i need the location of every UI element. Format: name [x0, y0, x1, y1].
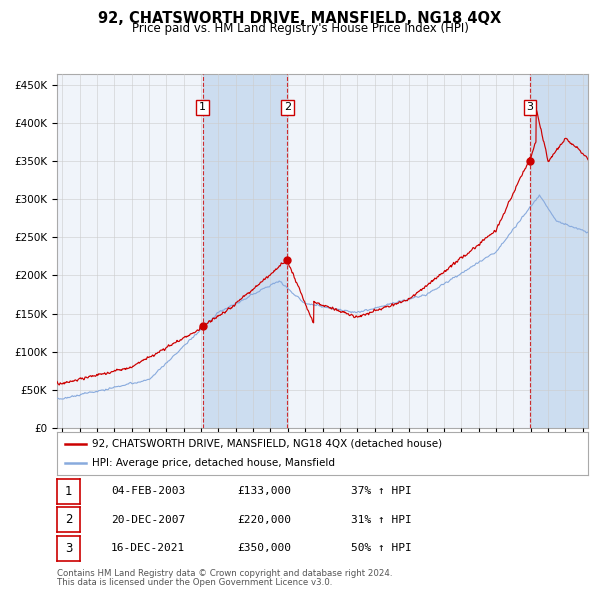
Bar	[203, 74, 287, 428]
Text: 2: 2	[65, 513, 72, 526]
Text: 37% ↑ HPI: 37% ↑ HPI	[351, 487, 412, 496]
Text: 31% ↑ HPI: 31% ↑ HPI	[351, 515, 412, 525]
Text: £220,000: £220,000	[237, 515, 291, 525]
Text: 3: 3	[527, 103, 533, 112]
Text: Price paid vs. HM Land Registry's House Price Index (HPI): Price paid vs. HM Land Registry's House …	[131, 22, 469, 35]
Text: £133,000: £133,000	[237, 487, 291, 496]
Text: 1: 1	[199, 103, 206, 112]
Text: 92, CHATSWORTH DRIVE, MANSFIELD, NG18 4QX: 92, CHATSWORTH DRIVE, MANSFIELD, NG18 4Q…	[98, 11, 502, 25]
Text: 16-DEC-2021: 16-DEC-2021	[111, 543, 185, 553]
Text: 50% ↑ HPI: 50% ↑ HPI	[351, 543, 412, 553]
Text: 3: 3	[65, 542, 72, 555]
Text: £350,000: £350,000	[237, 543, 291, 553]
Text: 20-DEC-2007: 20-DEC-2007	[111, 515, 185, 525]
Text: 1: 1	[65, 485, 72, 498]
Text: This data is licensed under the Open Government Licence v3.0.: This data is licensed under the Open Gov…	[57, 578, 332, 588]
Text: HPI: Average price, detached house, Mansfield: HPI: Average price, detached house, Mans…	[92, 458, 335, 468]
Text: Contains HM Land Registry data © Crown copyright and database right 2024.: Contains HM Land Registry data © Crown c…	[57, 569, 392, 578]
Bar	[530, 74, 588, 428]
Text: 92, CHATSWORTH DRIVE, MANSFIELD, NG18 4QX (detached house): 92, CHATSWORTH DRIVE, MANSFIELD, NG18 4Q…	[92, 439, 442, 449]
Text: 2: 2	[284, 103, 291, 112]
Text: 04-FEB-2003: 04-FEB-2003	[111, 487, 185, 496]
